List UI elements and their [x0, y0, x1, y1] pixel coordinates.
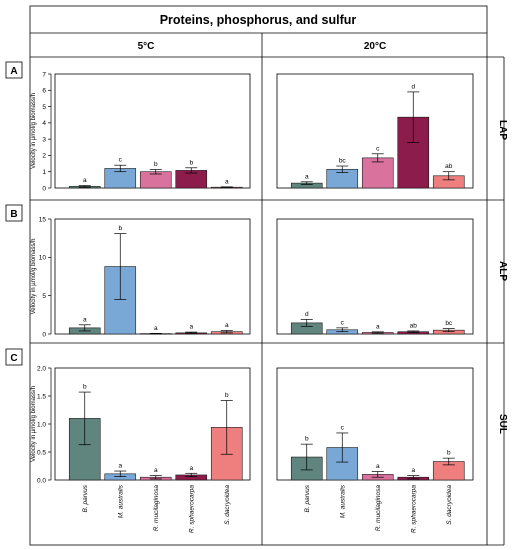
- significance-label: a: [225, 322, 229, 329]
- significance-label: b: [189, 159, 193, 166]
- significance-label: a: [154, 467, 158, 474]
- svg-text:C: C: [10, 353, 17, 364]
- y-axis-label: Velocity in µmol/g biomass/h: [31, 239, 37, 315]
- y-tick-label: 0: [42, 331, 46, 338]
- significance-label: b: [118, 225, 122, 232]
- chart-alp-5-c: 0 5 10 15 Velocity in µmol/g biomass/h a b a a a: [31, 216, 251, 338]
- y-axis-label: Velocity in µmol/g biomass/h: [31, 93, 37, 169]
- svg-text:A: A: [10, 66, 17, 77]
- significance-label: d: [411, 83, 415, 90]
- significance-label: a: [189, 324, 193, 331]
- enzyme-label-alp: ALP: [497, 261, 508, 281]
- y-tick-label: 3: [42, 136, 46, 143]
- panel-letter-a: A: [5, 61, 23, 79]
- significance-label: a: [376, 323, 380, 330]
- significance-label: a: [189, 465, 193, 472]
- significance-label: a: [411, 467, 415, 474]
- significance-label: ab: [410, 322, 418, 329]
- significance-label: b: [154, 161, 158, 168]
- y-tick-label: 1.0: [37, 421, 46, 428]
- enzyme-label-sul: SUL: [497, 414, 508, 434]
- x-tick-label-b-parvus: B. parvus: [82, 484, 89, 512]
- chart-lap-20-c: a bc c d ab: [276, 73, 474, 189]
- significance-label: a: [154, 325, 158, 332]
- panel-letter-b: B: [5, 204, 23, 222]
- chart-alp-20-c: d c a ab bc: [276, 218, 474, 335]
- y-tick-label: 15: [39, 216, 47, 223]
- significance-label: c: [376, 145, 380, 152]
- column-header-5c: 5°C: [138, 41, 155, 52]
- y-tick-label: 2: [42, 153, 46, 160]
- x-tick-label-s-dacryoidea: S. dacryoidea: [446, 485, 453, 525]
- y-tick-label: 0.0: [37, 477, 46, 484]
- enzyme-label-lap: LAP: [497, 120, 508, 140]
- chart-lap-5-c: 0 1 2 3 4 5 6 7 Velocity in µmol/g biomass/h a c b b…: [31, 71, 251, 192]
- significance-label: ab: [445, 163, 453, 170]
- x-tick-label-s-dacryoidea: S. dacryoidea: [224, 485, 231, 525]
- significance-label: b: [225, 392, 229, 399]
- significance-label: b: [83, 384, 87, 391]
- significance-label: bc: [339, 158, 347, 165]
- chart-sul-20-c: b c a a b B. parvus M. australis R. mucilaginos…: [276, 367, 474, 533]
- significance-label: c: [341, 319, 345, 326]
- significance-label: a: [83, 177, 87, 184]
- x-tick-label-r-sphaerocarpa: R. sphaerocarpa: [410, 485, 417, 533]
- y-axis-label: Velocity in µmol/g biomass/h: [31, 386, 37, 462]
- figure-frame: [29, 5, 505, 546]
- y-tick-label: 4: [42, 120, 46, 127]
- column-header-20c: 20°C: [364, 41, 386, 52]
- chart-sul-5-c: 0.0 0.5 1.0 1.5 2.0 Velocity in µmol/g biomas…: [31, 365, 251, 533]
- significance-label: b: [447, 450, 451, 457]
- y-tick-label: 10: [39, 255, 47, 262]
- significance-label: bc: [445, 320, 453, 327]
- x-tick-label-b-parvus: B. parvus: [304, 484, 311, 512]
- significance-label: d: [305, 311, 309, 318]
- y-tick-label: 0: [42, 185, 46, 192]
- x-tick-label-r-mucilaginosa: R. mucilaginosa: [153, 485, 160, 532]
- figure-title: Proteins, phosphorus, and sulfur: [160, 13, 357, 27]
- bar-r-mucilaginosa: [361, 157, 394, 189]
- y-tick-label: 6: [42, 88, 46, 95]
- panel-letter-c: C: [5, 348, 23, 366]
- x-tick-label-m-australis: M. australis: [117, 484, 124, 518]
- x-tick-label-r-sphaerocarpa: R. sphaerocarpa: [188, 485, 195, 533]
- y-tick-label: 5: [42, 104, 46, 111]
- significance-label: b: [305, 436, 309, 443]
- significance-label: a: [83, 316, 87, 323]
- y-tick-label: 5: [42, 293, 46, 300]
- significance-label: c: [341, 424, 345, 431]
- plot-frame: [54, 73, 251, 189]
- significance-label: a: [305, 173, 309, 180]
- significance-label: c: [119, 157, 123, 164]
- y-tick-label: 1.5: [37, 393, 46, 400]
- x-tick-label-r-mucilaginosa: R. mucilaginosa: [375, 485, 382, 532]
- x-tick-label-m-australis: M. australis: [339, 484, 346, 518]
- significance-label: a: [225, 178, 229, 185]
- y-tick-label: 7: [42, 71, 46, 78]
- y-tick-label: 2.0: [37, 365, 46, 372]
- significance-label: a: [376, 463, 380, 470]
- y-tick-label: 1: [42, 169, 46, 176]
- svg-text:B: B: [10, 209, 17, 220]
- y-tick-label: 0.5: [37, 449, 46, 456]
- significance-label: a: [118, 463, 122, 470]
